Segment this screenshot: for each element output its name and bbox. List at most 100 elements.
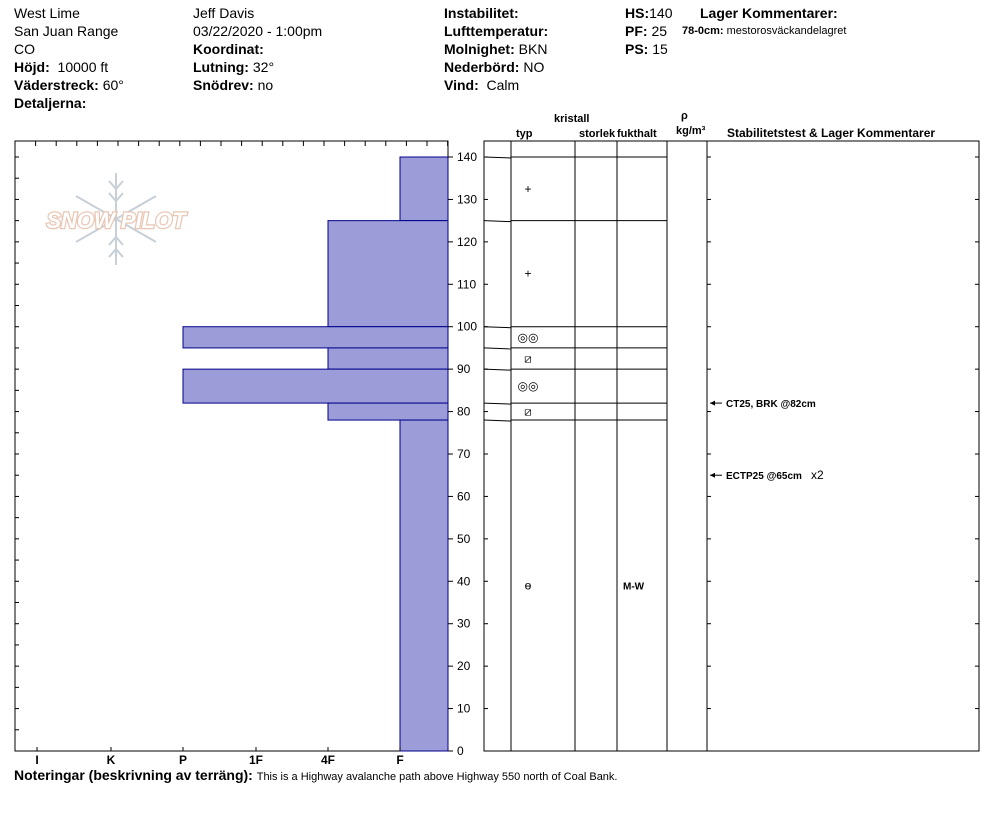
hardness-tick-label: P — [179, 753, 187, 767]
hardness-bar — [327, 402, 449, 421]
precip-row: Nederbörd: NO — [444, 59, 544, 75]
test-extra: x2 — [811, 468, 824, 482]
depth-tick-label: 130 — [457, 192, 477, 206]
ps-value: 15 — [652, 41, 668, 57]
test-arrowhead — [710, 472, 715, 478]
depth-tick-label: 70 — [457, 447, 471, 461]
layer-table — [483, 140, 980, 752]
depth-tick-label: 30 — [457, 617, 471, 631]
hardness-tick-label: I — [35, 753, 38, 767]
hardness-bar — [399, 156, 449, 222]
slope-label: Lutning: — [193, 59, 249, 75]
hardness-bar — [327, 220, 449, 328]
crystal-symbol: ◎◎ — [518, 379, 539, 393]
observation-datetime: 03/22/2020 - 1:00pm — [193, 23, 323, 39]
layer-comments-label: Lager Kommentarer: — [700, 5, 838, 21]
depth-tick-label: 140 — [457, 150, 477, 164]
depth-tick-label: 20 — [457, 659, 471, 673]
left-axis-ticks — [14, 141, 449, 752]
depth-axis: 0 10 20 30 40 50 60 70 80 90 100 110 120 130 140 — [448, 150, 477, 758]
pf-value: 25 — [651, 23, 668, 39]
aspect-label: Väderstreck: — [14, 77, 99, 93]
sky-value: BKN — [518, 41, 548, 57]
aspect-value: 60° — [102, 77, 124, 93]
elevation-row: Höjd: 10000 ft — [14, 59, 108, 75]
notes-row: Noteringar (beskrivning av terräng): Thi… — [14, 767, 617, 784]
drift-value: no — [257, 77, 274, 93]
wind-label: Vind: — [444, 77, 479, 93]
test-label: CT25, BRK @82cm — [726, 399, 816, 410]
crystal-symbol: ⧄ — [524, 405, 532, 419]
crystal-symbol: ɵ — [525, 579, 532, 593]
depth-tick-label: 10 — [457, 702, 471, 716]
slope-row: Lutning: 32° — [193, 59, 274, 75]
moisture-value: M-W — [623, 582, 645, 593]
boundary-connector — [483, 220, 512, 223]
elevation-value: 10000 ft — [57, 59, 109, 75]
hs-label: HS: — [625, 5, 650, 21]
observer-name: Jeff Davis — [193, 5, 255, 21]
crystal-symbol: ◎◎ — [518, 330, 539, 344]
logo-text: SNOW PILOT — [46, 208, 187, 233]
hs-row: HS:140 — [625, 5, 672, 21]
snowflake-logo-icon: SNOW PILOT — [45, 173, 188, 265]
crystal-symbol: + — [524, 267, 531, 281]
crystal-symbol: + — [524, 182, 531, 196]
moisture-values: M-W — [623, 582, 645, 593]
slope-value: 32° — [252, 59, 275, 75]
precip-label: Nederbörd: — [444, 59, 520, 75]
hardness-tick-label: 4F — [321, 753, 335, 767]
depth-tick-label: 90 — [457, 362, 471, 376]
sky-label: Molnighet: — [444, 41, 515, 57]
depth-tick-label: 60 — [457, 489, 471, 503]
aspect-row: Väderstreck: 60° — [14, 77, 124, 93]
crystal-header: kristall — [554, 113, 590, 125]
hardness-tick-label: F — [396, 753, 403, 767]
hardness-bar — [182, 326, 449, 349]
stability-tests: CT25, BRK @82cm ECTP25 @65cm x2 — [710, 399, 824, 482]
size-header: storlek — [579, 128, 616, 140]
hardness-bars — [182, 156, 449, 752]
notes-label: Noteringar (beskrivning av terräng): — [14, 767, 253, 783]
layer-boundaries — [483, 156, 667, 422]
boundary-connector — [483, 419, 512, 422]
airtemp-label: Lufttemperatur: — [444, 23, 549, 39]
hardness-tick-label: K — [107, 753, 116, 767]
details-label: Detaljerna: — [14, 95, 87, 111]
drift-row: Snödrev: no — [193, 77, 273, 93]
hs-value: 140 — [649, 5, 673, 21]
stability-header: Stabilitetstest & Lager Kommentarer — [727, 126, 936, 140]
precip-value: NO — [523, 59, 545, 75]
depth-tick-label: 40 — [457, 574, 471, 588]
pf-row: PF: 25 — [625, 23, 667, 39]
boundary-connector — [483, 347, 512, 350]
crystal-symbol: ⧄ — [524, 352, 532, 366]
moisture-header: fukthalt — [617, 128, 657, 140]
depth-tick-label: 50 — [457, 532, 471, 546]
boundary-connector — [483, 368, 512, 371]
density-symbol: ρ — [681, 110, 688, 122]
elevation-label: Höjd: — [14, 59, 50, 75]
hardness-bar — [399, 419, 449, 752]
state-name: CO — [14, 41, 35, 57]
crystal-symbols: + + ◎◎ ⧄ ◎◎ ⧄ ɵ — [518, 182, 539, 593]
test-label: ECTP25 @65cm — [726, 471, 802, 482]
boundary-connector — [483, 402, 512, 405]
wind-row: Vind: Calm — [444, 77, 519, 93]
hardness-bar — [182, 368, 449, 404]
hardness-axis: I K P 1F 4F F — [35, 747, 404, 767]
notes-text: This is a Highway avalanche path above H… — [256, 771, 618, 783]
hardness-bar — [327, 347, 449, 370]
depth-tick-label: 80 — [457, 405, 471, 419]
layer-comment-row: 78-0cm: mestorosväckandelagret — [682, 25, 846, 38]
wind-value: Calm — [486, 77, 520, 93]
layer-comment-depth: 78-0cm: — [682, 25, 724, 37]
depth-tick-label: 110 — [457, 277, 476, 291]
ps-label: PS: — [625, 41, 649, 57]
type-header: typ — [516, 128, 533, 140]
table-column-dividers — [510, 141, 708, 751]
depth-tick-label: 120 — [457, 235, 477, 249]
drift-label: Snödrev: — [193, 77, 254, 93]
depth-tick-label: 100 — [457, 320, 477, 334]
